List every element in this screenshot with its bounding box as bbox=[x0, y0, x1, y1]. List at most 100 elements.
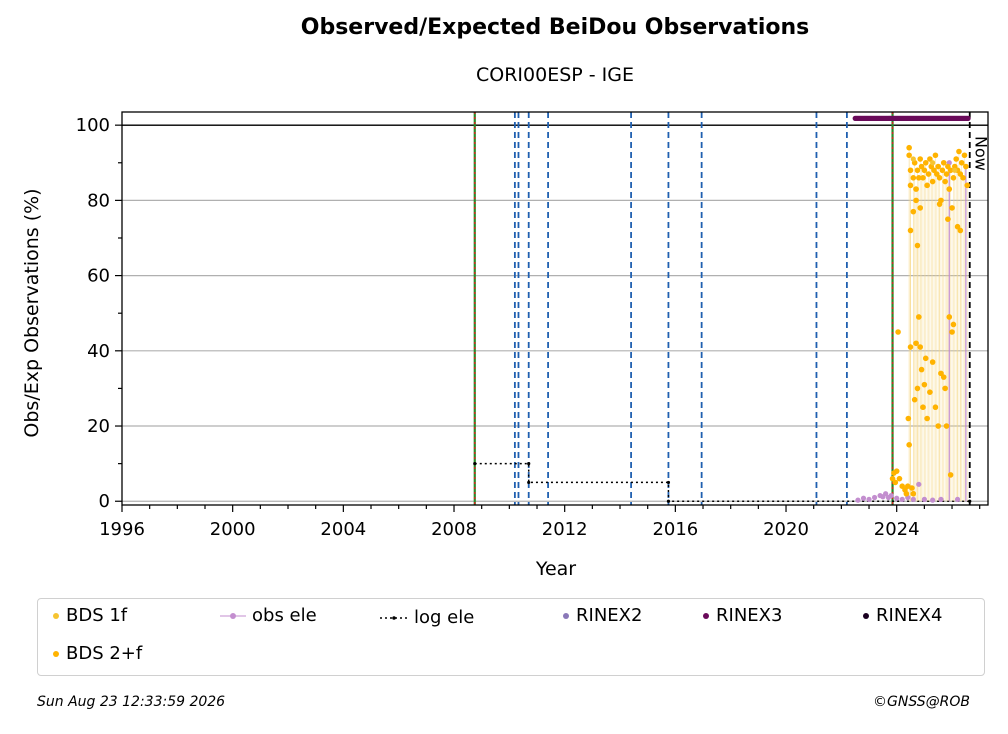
bds-2f-point bbox=[946, 314, 953, 320]
bds-2f-point bbox=[906, 152, 912, 159]
chart-title: Observed/Expected BeiDou Observations bbox=[300, 15, 810, 40]
bds-2f-point bbox=[907, 227, 914, 234]
timestamp: Sun Aug 23 12:33:59 2026 bbox=[37, 694, 226, 710]
bds-2f-point bbox=[913, 186, 919, 192]
log-ele-point bbox=[527, 462, 531, 466]
obs-ele-point bbox=[888, 492, 894, 499]
bds-2f-point bbox=[964, 182, 971, 189]
bds-2f-point bbox=[916, 314, 922, 320]
legend-label: BDS 1f bbox=[66, 605, 128, 626]
bds-2f-point bbox=[929, 178, 936, 185]
obs-ele-point bbox=[938, 496, 944, 502]
bds-2f-point bbox=[924, 182, 930, 189]
bds-2f-point bbox=[927, 156, 933, 162]
log-ele-point bbox=[473, 462, 477, 466]
bds-2f-point bbox=[958, 159, 965, 166]
obs-ele-point bbox=[899, 496, 905, 502]
bds-2f-point bbox=[924, 415, 930, 422]
bds-2f-point bbox=[927, 389, 933, 395]
bds-2f-point bbox=[920, 175, 926, 181]
bds-2f-point bbox=[949, 205, 955, 211]
axes: 1996 2000 2004 2008 2012 2016 2020 2024 0 20 40 60 8… bbox=[76, 111, 989, 540]
log-ele-point bbox=[968, 499, 972, 503]
legend-label: log ele bbox=[414, 607, 475, 628]
bds-2f-point bbox=[949, 329, 955, 335]
bds-2f-point bbox=[963, 163, 969, 170]
bds-2f-point bbox=[911, 396, 918, 403]
bds-2f-point bbox=[920, 404, 926, 411]
bds-2f-point bbox=[907, 344, 914, 350]
obs-ele-point bbox=[866, 496, 872, 502]
bds-2f-point bbox=[950, 175, 957, 181]
x-tick-label: 2020 bbox=[763, 519, 809, 540]
bds-1f-point bbox=[910, 156, 916, 162]
log-ele-point bbox=[527, 480, 531, 485]
bds-2f-point bbox=[906, 442, 912, 448]
bds-2f-point bbox=[914, 385, 921, 392]
event-lines bbox=[473, 112, 971, 505]
x-tick-label: 2016 bbox=[652, 519, 698, 540]
x-tick-label: 2008 bbox=[431, 519, 477, 540]
legend-label: BDS 2+f bbox=[66, 643, 143, 664]
bds-2f-point bbox=[945, 216, 951, 222]
bds-2f-point bbox=[892, 479, 899, 486]
obs-ele-point bbox=[883, 491, 889, 497]
bds-2f-point bbox=[903, 490, 910, 497]
bds-2f-point bbox=[946, 186, 953, 192]
bds-2f-point bbox=[942, 178, 948, 185]
legend-label: RINEX2 bbox=[576, 605, 643, 626]
bds-2f-point bbox=[953, 156, 959, 162]
bds-2f-point bbox=[947, 167, 954, 174]
obs-ele-point bbox=[855, 497, 861, 503]
obs-ele-point bbox=[860, 495, 867, 501]
obs-ele-point bbox=[930, 497, 936, 503]
log-ele-point bbox=[666, 480, 671, 485]
bds-2f-point bbox=[932, 152, 939, 159]
legend-label: obs ele bbox=[252, 605, 317, 626]
bds-2f-point bbox=[914, 242, 921, 249]
bds-2f-point bbox=[943, 171, 950, 177]
bds-2f-point bbox=[913, 197, 919, 204]
legend-label: RINEX4 bbox=[876, 605, 943, 626]
x-tick-label: 2024 bbox=[874, 519, 920, 540]
bds-2f-point bbox=[921, 167, 928, 174]
x-tick-label: 1996 bbox=[99, 519, 145, 540]
bds-2f-point bbox=[929, 359, 936, 365]
x-tick-label: 2012 bbox=[542, 519, 588, 540]
y-tick-label: 0 bbox=[99, 491, 110, 512]
legend-marker bbox=[703, 613, 709, 619]
obs-ele-point bbox=[894, 495, 900, 501]
obs-ele-point bbox=[910, 496, 916, 502]
bds-2f-point bbox=[922, 355, 929, 362]
bds-2f-point bbox=[961, 152, 968, 159]
legend-item-bds-2f: BDS 2+f bbox=[52, 643, 142, 664]
legend-item-rinex3: RINEX3 bbox=[702, 605, 782, 626]
bds-2f-point bbox=[918, 366, 925, 373]
obs-ele-point bbox=[916, 481, 922, 487]
bds-2f-point bbox=[939, 167, 946, 174]
chart-canvas: 1996 2000 2004 2008 2012 2016 2020 2024 0 20 40 60 8… bbox=[21, 111, 991, 580]
data-series bbox=[473, 115, 972, 503]
bds-2f-point bbox=[925, 171, 932, 177]
bds-2f-point bbox=[907, 182, 914, 189]
bds-2f-point bbox=[947, 472, 954, 478]
legend-item-obs-ele: obs ele bbox=[220, 605, 317, 626]
copyright: ©GNSS@ROB bbox=[873, 694, 970, 710]
y-tick-label: 20 bbox=[87, 416, 110, 437]
legend-marker bbox=[53, 651, 59, 657]
log-ele-line bbox=[474, 462, 970, 502]
obs-ele-point bbox=[954, 496, 961, 502]
bds-2f-point bbox=[935, 163, 941, 170]
legend-label: RINEX3 bbox=[716, 605, 783, 626]
legend: BDS 1f obs ele log ele RINEX2 RINEX3 RINEX4 BD… bbox=[37, 598, 985, 676]
bds-2f-point bbox=[943, 423, 950, 429]
bds-2f-point bbox=[910, 490, 917, 497]
grid-lines bbox=[122, 124, 988, 502]
bds-2f-point bbox=[910, 175, 917, 181]
legend-item-rinex2: RINEX2 bbox=[562, 605, 642, 626]
y-tick-label: 100 bbox=[76, 115, 110, 136]
bds-2f-point bbox=[960, 175, 966, 181]
bds-2f-point bbox=[950, 321, 957, 328]
bds-2f-point bbox=[940, 374, 947, 380]
legend-item-rinex4: RINEX4 bbox=[862, 605, 942, 626]
